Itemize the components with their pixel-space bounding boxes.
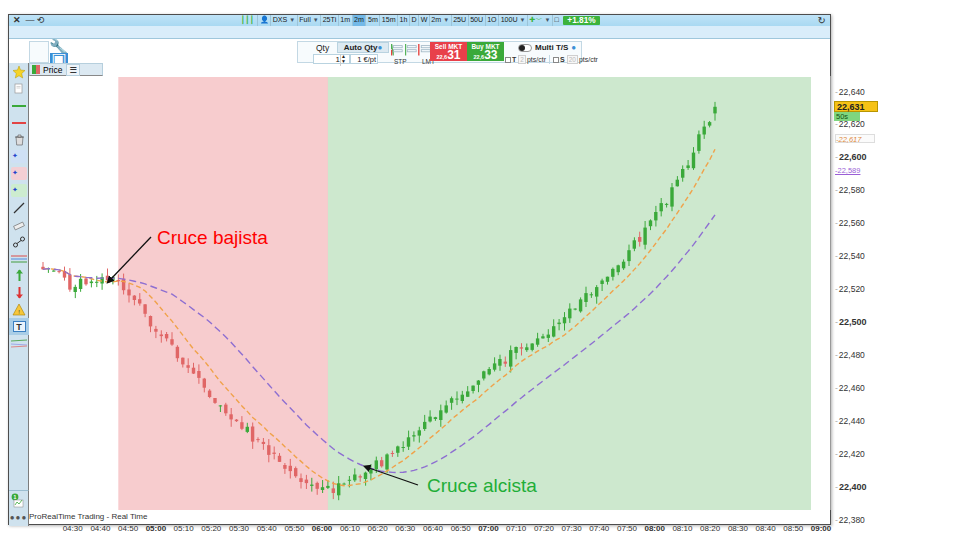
svg-text:1: 1 (14, 494, 17, 500)
